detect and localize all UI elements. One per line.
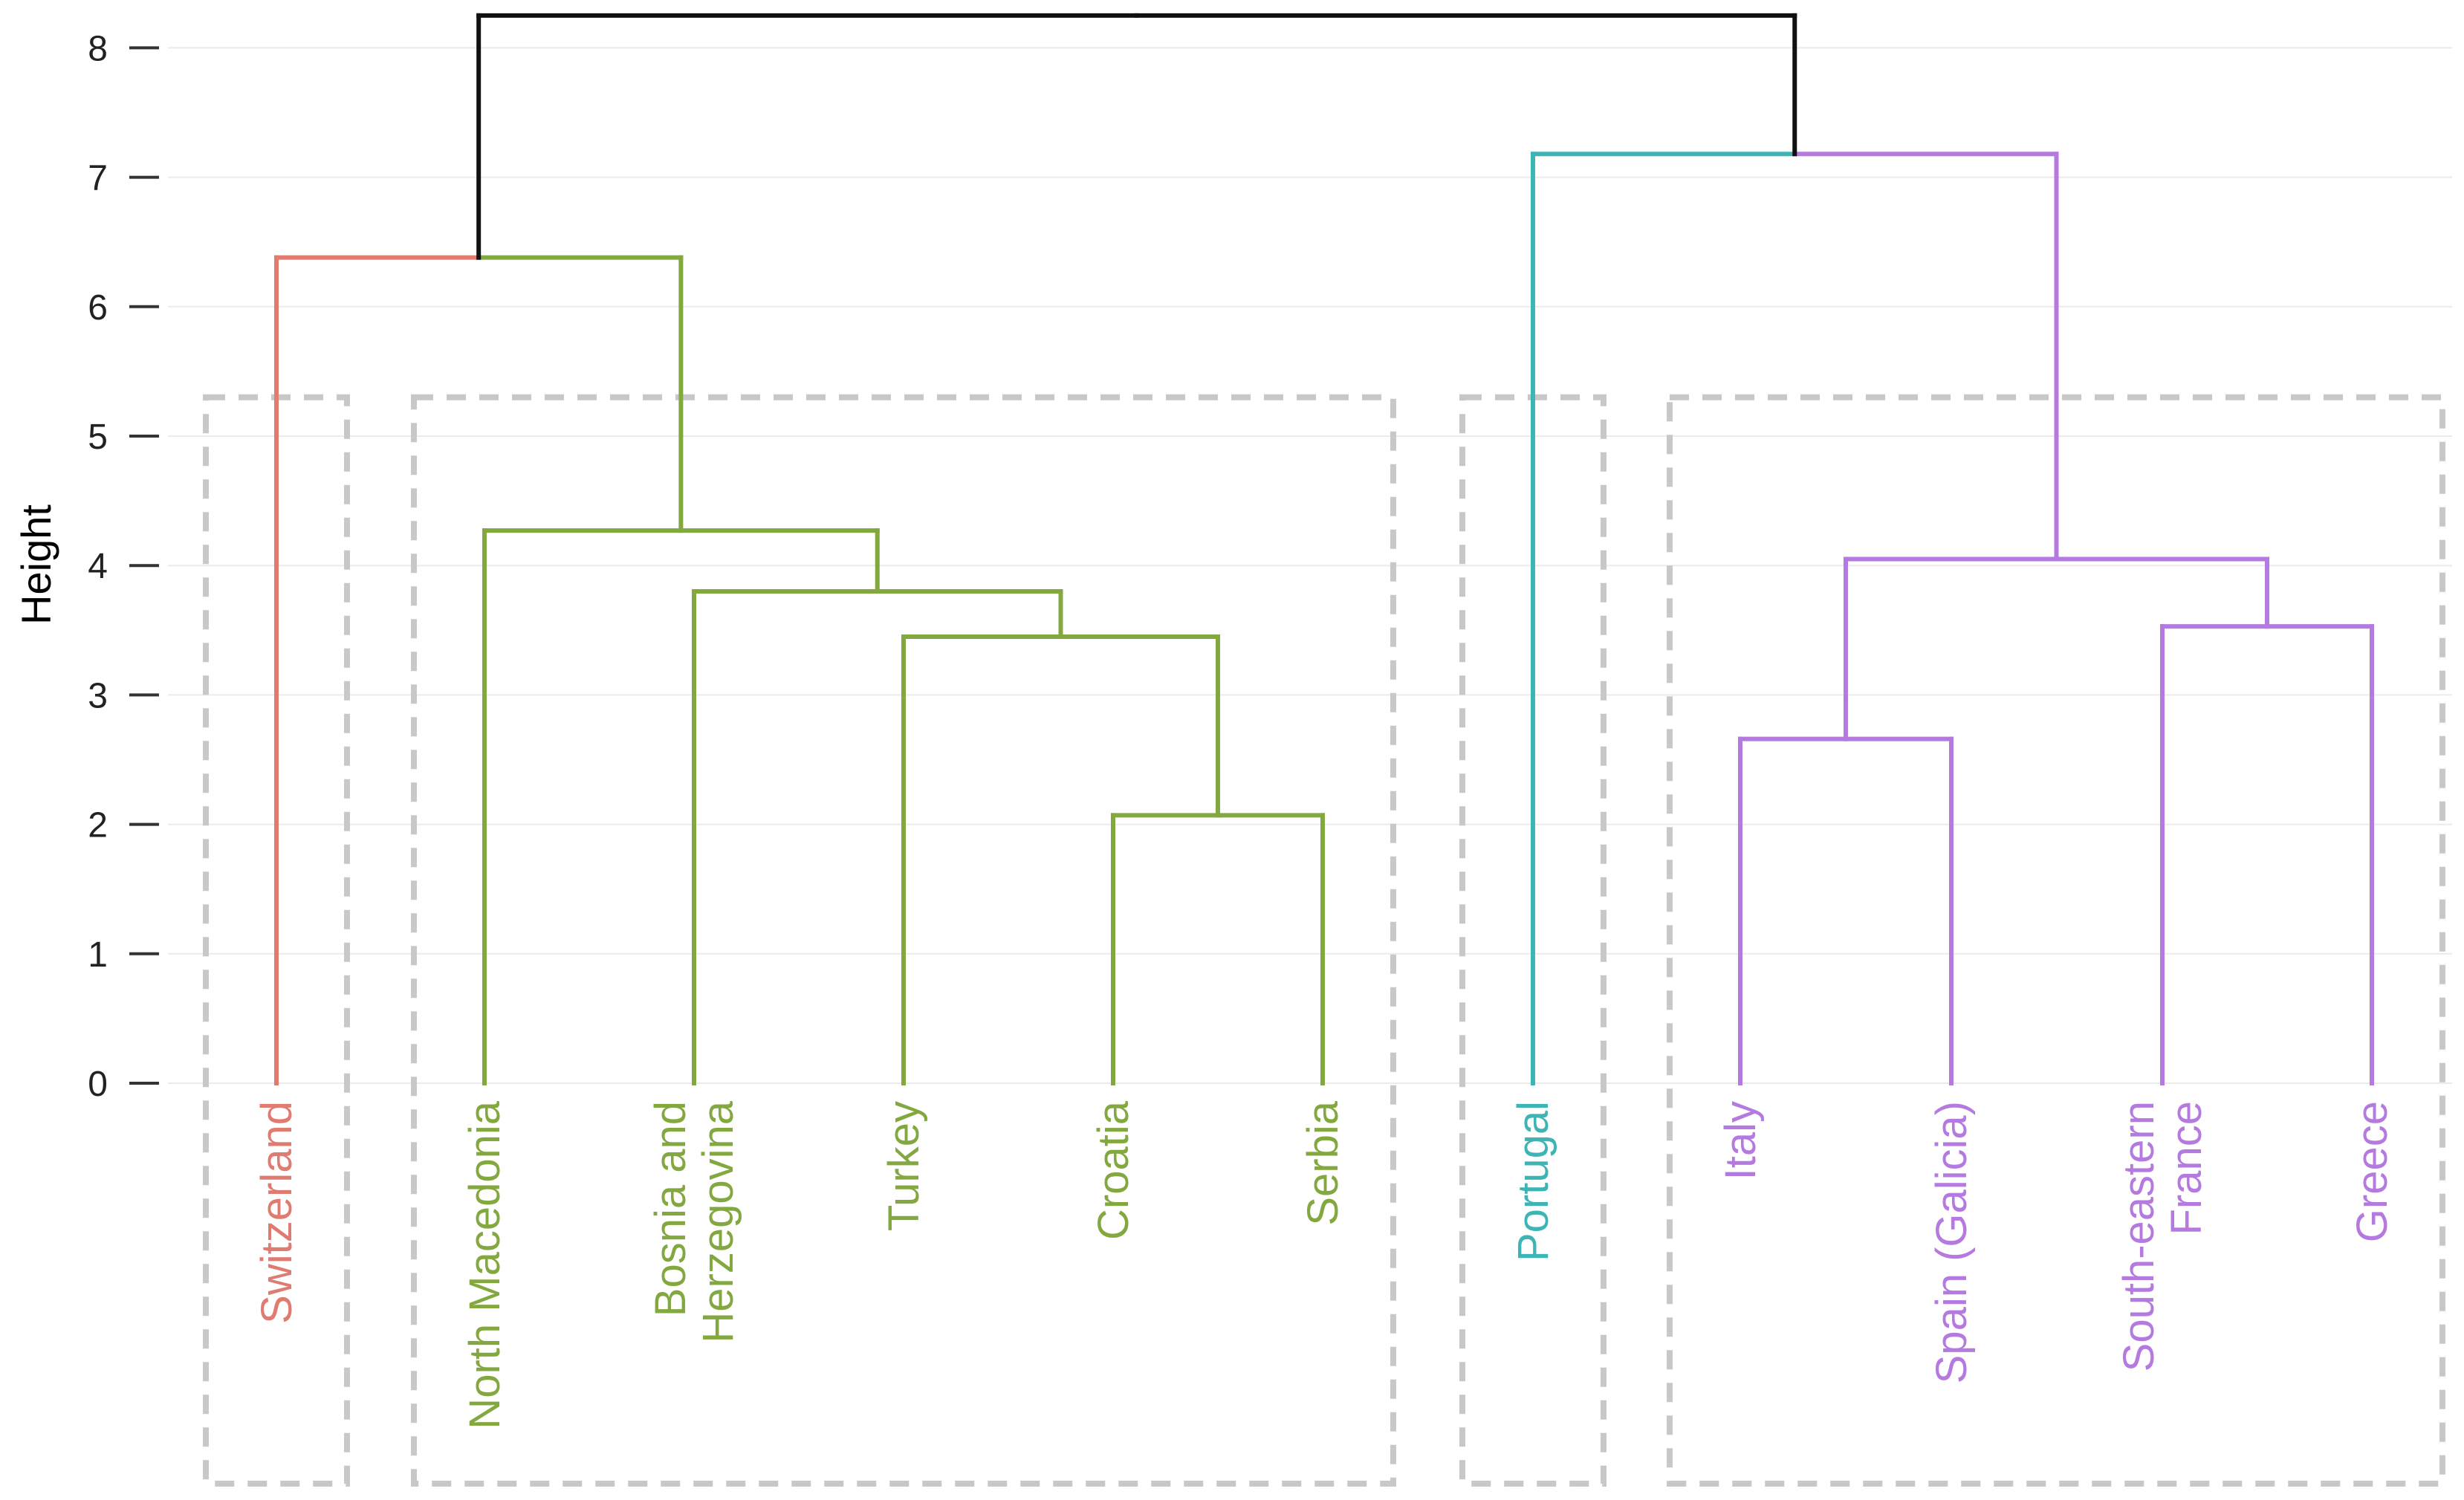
leaf-label-turkey: Turkey bbox=[880, 1101, 928, 1231]
leaf-label-line: Italy bbox=[1716, 1101, 1765, 1180]
dendrogram-branches bbox=[274, 13, 2374, 1085]
y-tick-label-3: 3 bbox=[88, 676, 108, 715]
leaf-labels: Switzerland North Macedonia Bosnia andHerz… bbox=[253, 1100, 2396, 1429]
y-axis: 0 1 2 3 4 5 6 7 8 bbox=[88, 29, 159, 1104]
cluster-box-2 bbox=[411, 394, 1396, 1487]
y-tick-label-6: 6 bbox=[88, 288, 108, 328]
leaf-label-croatia: Croatia bbox=[1089, 1100, 1138, 1240]
leaf-label-line: Portugal bbox=[1509, 1101, 1557, 1262]
leaf-label-line: Spain (Galicia) bbox=[1928, 1101, 1976, 1383]
leaf-label-line: France bbox=[2162, 1101, 2211, 1236]
leaf-label-line: Bosnia and bbox=[646, 1101, 695, 1316]
y-axis-title: Height bbox=[13, 504, 59, 625]
y-tick-label-2: 2 bbox=[88, 806, 108, 845]
y-tick-label-5: 5 bbox=[88, 418, 108, 457]
y-tick-label-4: 4 bbox=[88, 547, 108, 586]
leaf-label-greece: Greece bbox=[2348, 1101, 2396, 1242]
y-tick-label-0: 0 bbox=[88, 1065, 108, 1104]
y-tick-label-8: 8 bbox=[88, 29, 108, 68]
y-tick-label-7: 7 bbox=[88, 159, 108, 198]
y-tick-label-1: 1 bbox=[88, 935, 108, 975]
cluster-box-4 bbox=[1667, 394, 2445, 1487]
leaf-label-north-macedonia: North Macedonia bbox=[461, 1100, 509, 1429]
leaf-label-line: North Macedonia bbox=[461, 1100, 509, 1429]
leaf-label-switzerland: Switzerland bbox=[253, 1101, 301, 1324]
leaf-label-portugal: Portugal bbox=[1509, 1101, 1557, 1262]
leaf-label-bosnia-and-herzegovina: Bosnia andHerzegovina bbox=[646, 1100, 742, 1342]
leaf-label-spain-galicia-: Spain (Galicia) bbox=[1928, 1101, 1976, 1383]
leaf-label-south-eastern-france: South-easternFrance bbox=[2115, 1101, 2211, 1371]
leaf-label-line: Serbia bbox=[1299, 1100, 1347, 1225]
leaf-label-line: Greece bbox=[2348, 1101, 2396, 1242]
leaf-label-line: Croatia bbox=[1089, 1100, 1138, 1240]
leaf-label-line: Switzerland bbox=[253, 1101, 301, 1324]
grid-lines bbox=[168, 47, 2452, 1084]
leaf-label-line: Turkey bbox=[880, 1101, 928, 1231]
leaf-label-serbia: Serbia bbox=[1299, 1100, 1347, 1225]
leaf-label-line: South-eastern bbox=[2115, 1101, 2163, 1371]
leaf-label-line: Herzegovina bbox=[694, 1100, 742, 1342]
leaf-label-italy: Italy bbox=[1716, 1101, 1765, 1180]
